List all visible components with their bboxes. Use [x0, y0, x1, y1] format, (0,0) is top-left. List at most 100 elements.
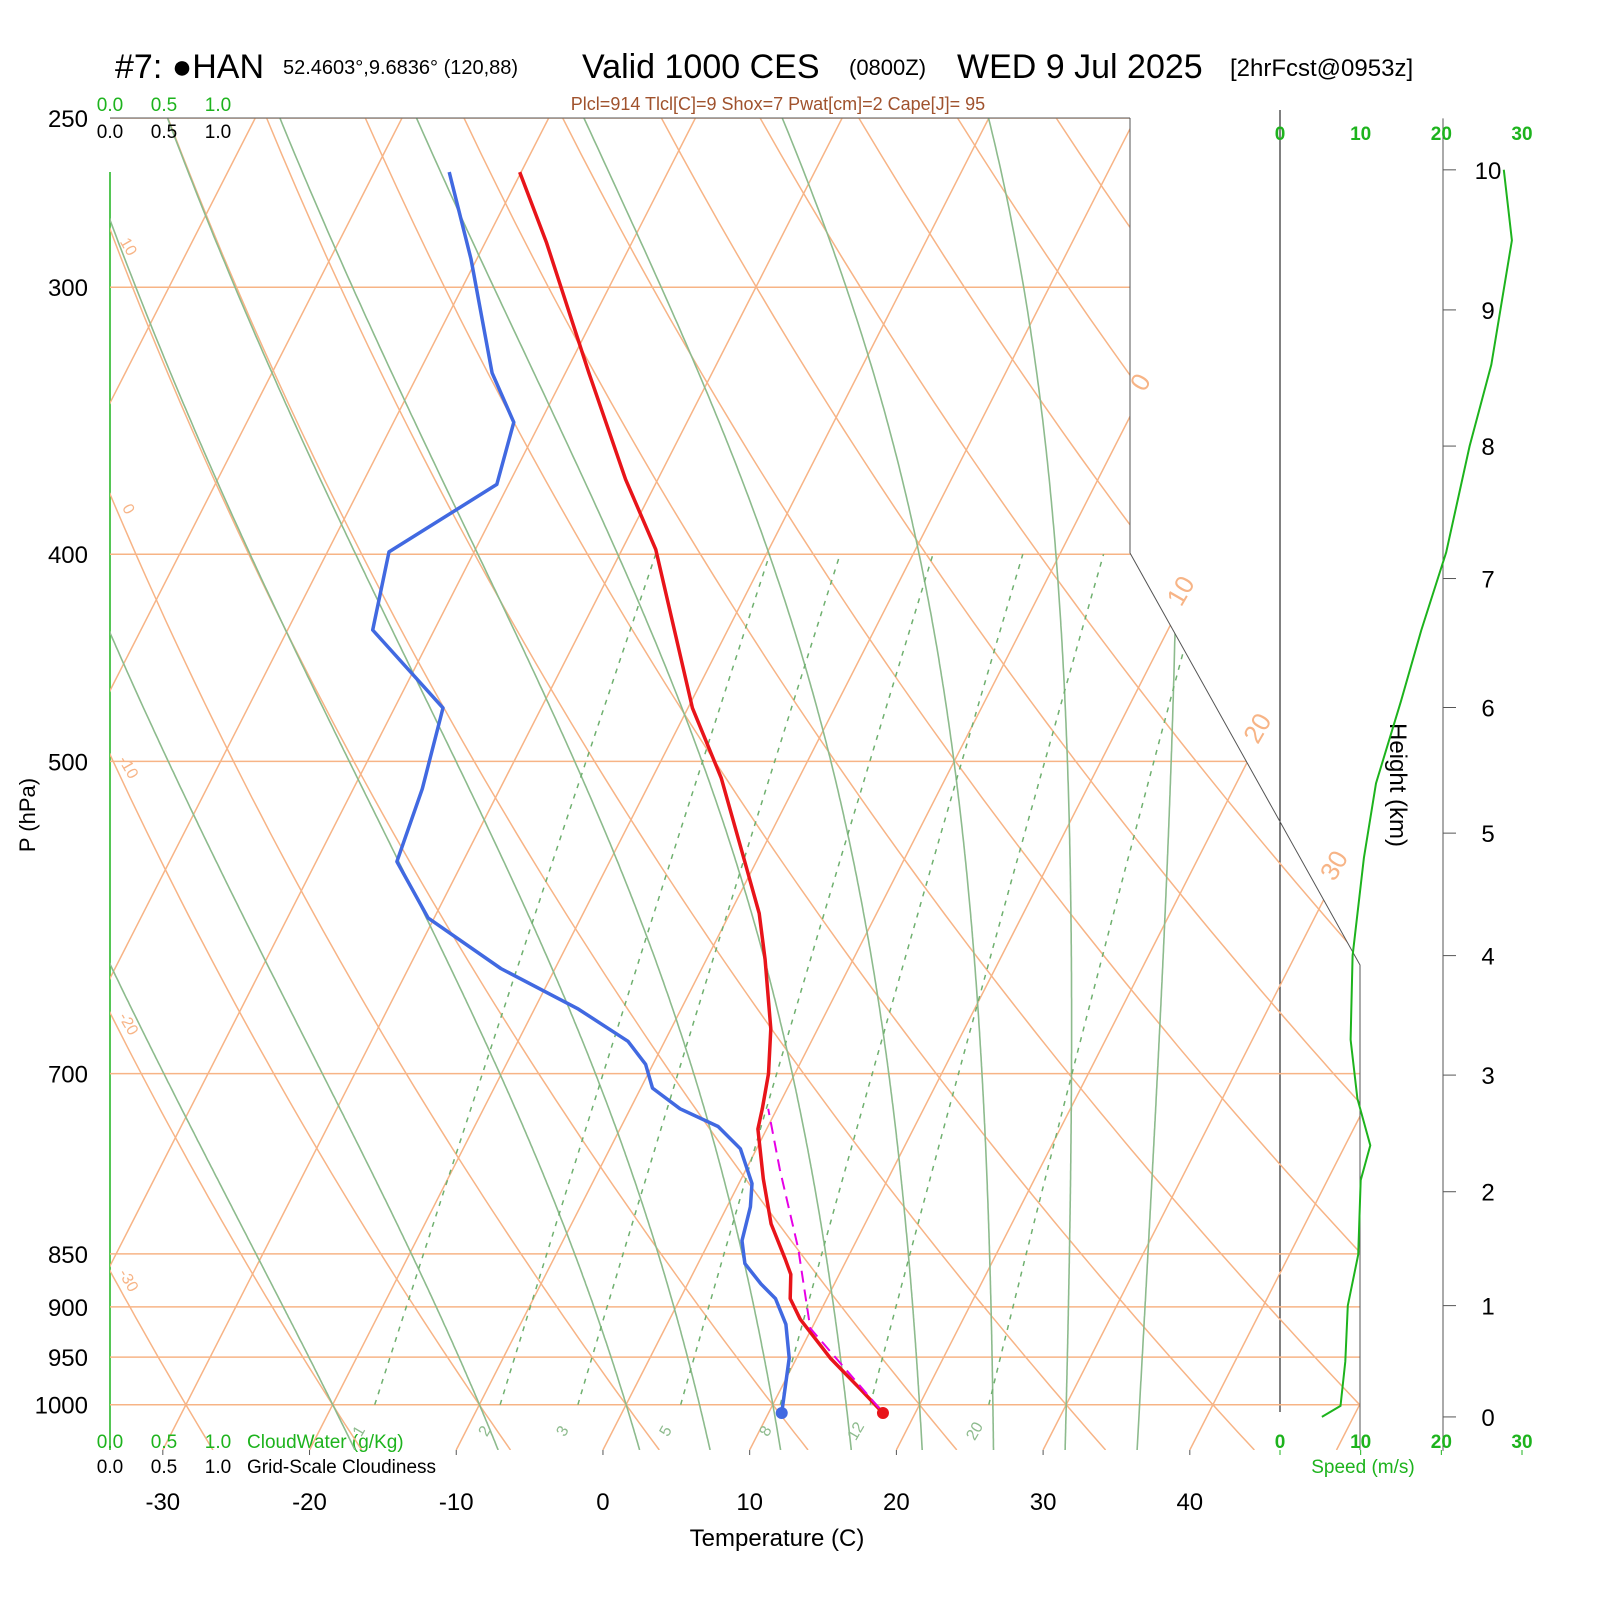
mixing-ratio-line — [869, 553, 1105, 1405]
dry-adiabat — [265, 118, 1107, 1450]
title-station: #7: ●HAN — [115, 48, 264, 86]
height-tick-label: 7 — [1481, 567, 1494, 594]
wind-speed-profile — [1321, 169, 1513, 1418]
x-axis-label: Temperature (C) — [690, 1525, 865, 1552]
dry-adiabat — [110, 118, 512, 1450]
isotherm — [308, 118, 990, 1450]
cloudiness-label: Grid-Scale Cloudiness — [247, 1457, 436, 1478]
isotherm — [1042, 118, 1360, 1450]
height-tick-label: 3 — [1481, 1063, 1494, 1090]
x-tick-label: -30 — [145, 1489, 180, 1516]
mixing-ratio-label: 12 — [845, 1419, 869, 1443]
moist-adiabat — [583, 118, 923, 1450]
dry-adiabat — [660, 118, 1360, 1450]
isotherm — [162, 118, 843, 1450]
mixing-ratio-line — [988, 554, 1211, 1405]
mixing-ratio-line — [679, 553, 934, 1405]
moist-adiabat — [279, 118, 782, 1450]
mixing-ratio-line — [577, 553, 841, 1405]
cloud_water-tick-label-top: 1.0 — [205, 95, 231, 116]
y-tick-label: 850 — [48, 1242, 88, 1269]
x-tick-label: 20 — [883, 1489, 910, 1516]
moist-adiabat — [110, 118, 356, 1450]
moist-adiabat — [110, 118, 641, 1450]
x-tick-label: 40 — [1176, 1489, 1203, 1516]
x-tick-label: -10 — [439, 1489, 474, 1516]
title-coords: 52.4603°,9.6836° (120,88) — [283, 57, 518, 79]
title-date: WED 9 Jul 2025 — [957, 48, 1203, 86]
moist-adiabat — [781, 118, 995, 1450]
title-zulu: (0800Z) — [849, 55, 926, 80]
title-forecast: [2hrFcst@0953z] — [1230, 55, 1413, 82]
plot-area — [110, 118, 1360, 1450]
y-tick-label: 250 — [48, 106, 88, 133]
y-tick-label: 400 — [48, 542, 88, 569]
moist-adiabat — [415, 118, 852, 1450]
dry-adiabat — [759, 118, 1360, 1450]
mixing-ratio-line — [779, 553, 1024, 1405]
cloudiness-tick-label-top: 0.5 — [151, 122, 177, 143]
isotherm — [110, 118, 550, 1450]
moist-adiabat — [110, 118, 499, 1450]
cloudwater-label: CloudWater (g/Kg) — [247, 1432, 404, 1453]
height-tick-label: 8 — [1481, 434, 1494, 461]
y-tick-label: 900 — [48, 1295, 88, 1322]
isotherm — [455, 118, 1137, 1450]
speed-tick-label-top: 30 — [1511, 124, 1532, 145]
height-tick-label: 5 — [1481, 821, 1494, 848]
speed-tick-label-top: 10 — [1350, 124, 1371, 145]
speed-tick-label-top: 20 — [1431, 124, 1452, 145]
y-tick-label: 700 — [48, 1062, 88, 1089]
height-tick-label: 0 — [1481, 1405, 1494, 1432]
dry-adiabat — [858, 118, 1360, 1450]
isotherm — [895, 118, 1360, 1450]
temperature-profile — [518, 171, 885, 1415]
dry-adiabat — [562, 118, 1360, 1450]
isotherm — [1189, 118, 1360, 1450]
cloudiness-tick-label-top: 0.0 — [97, 122, 123, 143]
isotherm — [110, 118, 403, 1450]
cloudiness-tick-label-bottom: 1.0 — [205, 1457, 231, 1478]
cloudiness-tick-label-bottom: 0.0 — [97, 1457, 123, 1478]
mixing-ratio-label: 20 — [963, 1419, 987, 1443]
isotherm — [110, 118, 256, 1450]
dry-adiabat — [110, 118, 660, 1450]
speed-tick-label-bottom: 0 — [1275, 1432, 1286, 1453]
mixing-ratio-line — [373, 553, 657, 1405]
speed-label: Speed (m/s) — [1311, 1457, 1414, 1478]
cloudiness-tick-label-top: 1.0 — [205, 122, 231, 143]
x-tick-label: 30 — [1030, 1489, 1057, 1516]
dry-adiabat-label: 10 — [116, 235, 140, 259]
x-tick-label: -20 — [292, 1489, 327, 1516]
x-tick-label: 10 — [736, 1489, 763, 1516]
subtitle: Plcl=914 Tlcl[C]=9 Shox=7 Pwat[cm]=2 Cap… — [571, 94, 985, 114]
dry-adiabat — [110, 118, 809, 1450]
moist-adiabat — [987, 118, 1073, 1450]
dry-adiabat — [463, 118, 1360, 1450]
temperature-surface-dot — [876, 1407, 889, 1420]
speed-tick-label-bottom: 20 — [1431, 1432, 1452, 1453]
dry-adiabat — [364, 118, 1255, 1450]
speed-tick-label-top: 0 — [1275, 124, 1286, 145]
height-tick-label: 1 — [1481, 1294, 1494, 1321]
cloud_water-tick-label-bottom: 0.5 — [151, 1432, 177, 1453]
dry-adiabat — [110, 118, 363, 1450]
y-tick-label: 950 — [48, 1345, 88, 1372]
speed-tick-label-bottom: 30 — [1511, 1432, 1532, 1453]
y-tick-label: 1000 — [35, 1393, 88, 1420]
height-tick-label: 10 — [1475, 158, 1502, 185]
x-tick-label: 0 — [596, 1489, 609, 1516]
cloud_water-tick-label-bottom: 1.0 — [205, 1432, 231, 1453]
y-axis-label: P (hPa) — [15, 778, 40, 852]
title-valid: Valid 1000 CES — [582, 48, 820, 86]
cloudiness-tick-label-bottom: 0.5 — [151, 1457, 177, 1478]
dewpoint-profile — [370, 171, 791, 1414]
cloud_water-tick-label-top: 0.5 — [151, 95, 177, 116]
height-tick-label: 9 — [1481, 298, 1494, 325]
cloud_water-tick-label-bottom: 0.0 — [97, 1432, 123, 1453]
height-tick-label: 4 — [1481, 944, 1494, 971]
dewpoint-surface-dot — [775, 1407, 788, 1420]
